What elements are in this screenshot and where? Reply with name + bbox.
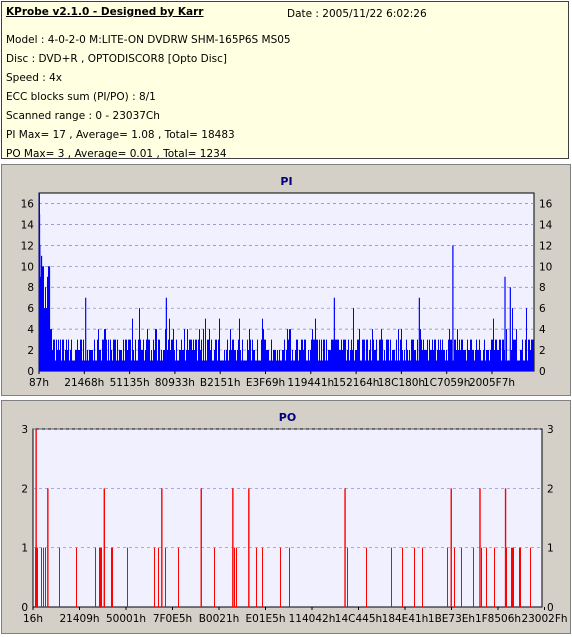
x-tick-label: 152164h [333,377,380,389]
x-tick-label: 51135h [110,377,150,389]
y-tick-label-right: 10 [539,261,552,273]
x-tick-label: 2005F7h [469,377,515,389]
pi-summary-line: PI Max= 17 , Average= 1.08 , Total= 1848… [6,129,235,141]
disc-line: Disc : DVD+R , OPTODISCOR8 [Opto Disc] [6,53,228,65]
series-bars [38,193,534,371]
y-tick-label-right: 8 [539,282,546,294]
x-tick-label: 184E41h [382,613,429,625]
y-tick-label-right: 2 [547,483,554,495]
pi-chart: PI 0 0 2 2 4 4 6 6 8 8 10 10 12 12 14 14 16 16 87h 21468h 511… [21,175,553,389]
y-tick-label-right: 0 [539,366,546,378]
y-tick-label: 2 [21,483,28,495]
y-tick-label: 3 [21,424,28,436]
x-tick-label: B2151h [200,377,241,389]
po-chart: PO 0 0 1 1 2 2 3 3 16h 21409h 50001h 7F0E5h B0021h E01… [21,411,567,625]
y-tick-label-right: 6 [539,303,546,315]
plot-area [32,428,543,608]
po-summary-line: PO Max= 3 , Average= 0.01 , Total= 1234 [6,148,227,160]
range-line: Scanned range : 0 - 23037Ch [6,110,160,122]
y-tick-label: 0 [27,366,34,378]
x-tick-label: 7F0E5h [153,613,192,625]
y-tick-label: 10 [21,261,34,273]
y-tick-label-right: 1 [547,543,554,555]
app-title: KProbe v2.1.0 - Designed by Karr [6,6,204,18]
x-tick-label: 14C445h [335,613,382,625]
x-tick-label: 18C180h [378,377,425,389]
y-tick-label-right: 3 [547,424,554,436]
chart-title: PO [279,411,296,424]
y-tick-label-right: 12 [539,240,552,252]
pi-chart-panel: PI 0 0 2 2 4 4 6 6 8 8 10 10 12 12 14 14 16 16 87h 21468h 511… [1,164,571,396]
y-tick-label: 1 [21,543,28,555]
y-tick-label: 6 [27,303,34,315]
y-tick-label: 16 [21,198,35,210]
x-tick-label: 50001h [106,613,146,625]
info-panel: KProbe v2.1.0 - Designed by Karr Date : … [1,1,569,160]
x-tick-label: 87h [29,377,49,389]
y-tick-label: 14 [21,219,35,231]
y-tick-label-right: 4 [539,324,546,336]
series-bars [35,429,531,607]
x-tick-label: 21409h [59,613,99,625]
y-tick-label-right: 2 [539,345,546,357]
x-tick-label: B0021h [199,613,240,625]
chart-title: PI [280,175,292,188]
x-tick-label: 114042h [289,613,336,625]
x-tick-label: 1F8506h [475,613,521,625]
model-line: Model : 4-0-2-0 M:LITE-ON DVDRW SHM-165P… [6,34,291,46]
y-tick-label-right: 16 [539,198,553,210]
y-tick-label: 0 [21,602,28,614]
speed-line: Speed : 4x [6,72,63,84]
x-tick-label: E01E5h [246,613,286,625]
y-tick-label: 2 [27,345,34,357]
x-tick-label: 16h [23,613,43,625]
x-tick-label: 1C7059h [423,377,470,389]
x-tick-label: 80933h [155,377,195,389]
scan-date: Date : 2005/11/22 6:02:26 [287,8,427,20]
x-tick-label: 23002Fh [521,613,567,625]
x-tick-label: 119441h [287,377,334,389]
x-tick-label: E3F69h [246,377,285,389]
x-tick-label: 21468h [64,377,104,389]
y-tick-label: 12 [21,240,34,252]
y-tick-label: 4 [27,324,34,336]
y-tick-label-right: 0 [547,602,554,614]
x-tick-label: 1BE73Eh [428,613,475,625]
y-tick-label-right: 14 [539,219,553,231]
po-chart-panel: PO 0 0 1 1 2 2 3 3 16h 21409h 50001h 7F0E5h B0021h E01… [1,400,571,634]
ecc-line: ECC blocks sum (PI/PO) : 8/1 [6,91,156,103]
y-tick-label: 8 [27,282,34,294]
